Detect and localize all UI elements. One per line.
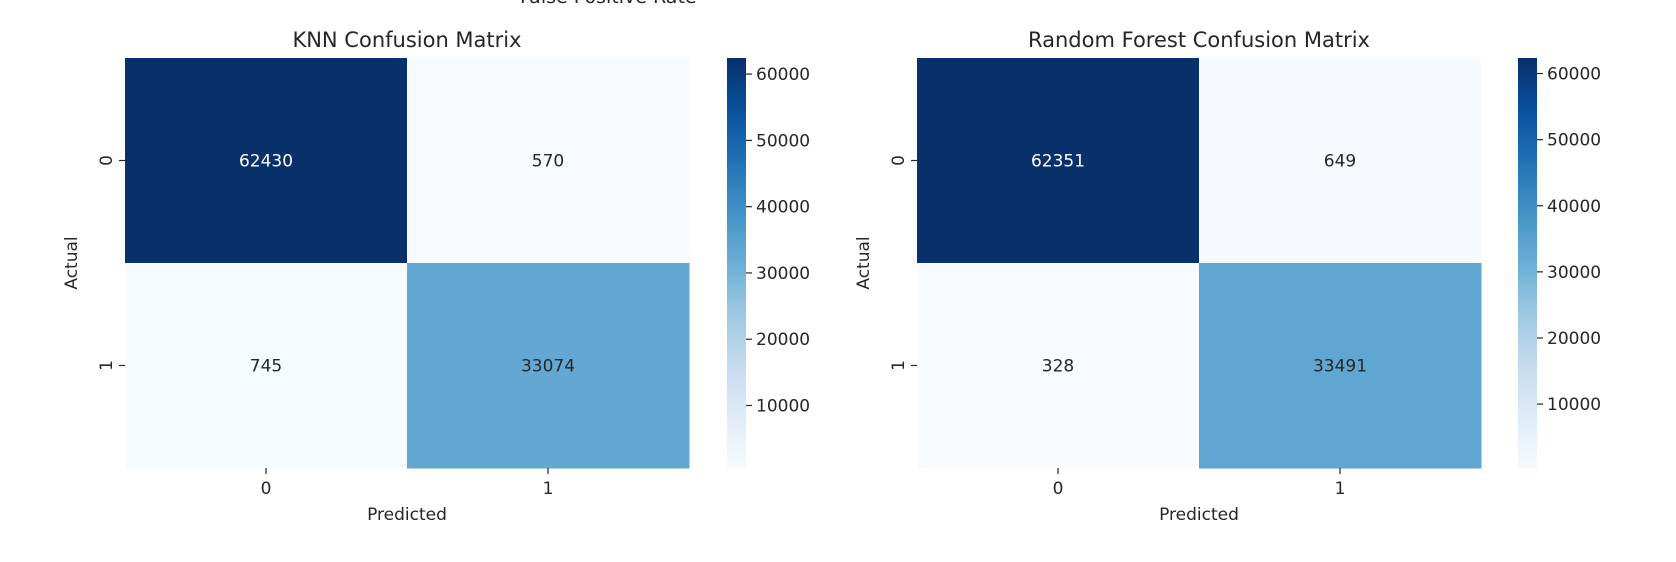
colorbar-tick-label: 60000 [756, 65, 810, 85]
chart-title-1: KNN Confusion Matrix [292, 28, 521, 52]
colorbar-tick-label: 20000 [1547, 329, 1601, 349]
cell-value-label: 62351 [1031, 152, 1085, 172]
y-tick-label: 1 [889, 360, 909, 371]
cell-value-label: 62430 [239, 152, 293, 172]
colorbar [727, 58, 746, 468]
x-axis-label: Predicted [1159, 505, 1239, 525]
colorbar-tick-label: 10000 [756, 396, 810, 416]
x-tick-label: 1 [543, 479, 554, 499]
cell-value-label: 745 [250, 357, 282, 377]
heatmap-cell [407, 263, 690, 469]
y-tick-label: 0 [889, 155, 909, 166]
y-tick-label: 0 [97, 155, 117, 166]
colorbar-tick-label: 50000 [756, 131, 810, 151]
cut-off-figure-title: False Positive Rate [520, 0, 697, 8]
x-tick-label: 0 [1053, 479, 1064, 499]
heatmap-cell [917, 58, 1200, 264]
colorbar-tick-label: 30000 [1547, 263, 1601, 283]
cell-value-label: 33074 [521, 357, 575, 377]
x-tick-label: 1 [1335, 479, 1346, 499]
colorbar [1518, 58, 1537, 468]
x-tick-label: 0 [261, 479, 272, 499]
chart-title-2: Random Forest Confusion Matrix [1028, 28, 1370, 52]
heatmap-cell [125, 263, 408, 469]
cell-value-label: 328 [1042, 357, 1074, 377]
y-axis-label: Actual [854, 236, 874, 289]
y-axis-label: Actual [62, 236, 82, 289]
colorbar-tick-label: 10000 [1547, 395, 1601, 415]
cell-value-label: 33491 [1313, 357, 1367, 377]
cell-value-label: 570 [532, 152, 564, 172]
heatmap-cell [1199, 263, 1482, 469]
colorbar-tick-label: 40000 [1547, 197, 1601, 217]
colorbar-tick-label: 30000 [756, 264, 810, 284]
heatmap-cell [407, 58, 690, 264]
heatmap-cell [125, 58, 408, 264]
cell-value-label: 649 [1324, 152, 1356, 172]
colorbar-tick-label: 40000 [756, 198, 810, 218]
y-tick-label: 1 [97, 360, 117, 371]
colorbar-tick-label: 20000 [756, 330, 810, 350]
x-axis-label: Predicted [367, 505, 447, 525]
heatmap-cell [917, 263, 1200, 469]
colorbar-tick-label: 50000 [1547, 131, 1601, 151]
colorbar-tick-label: 60000 [1547, 65, 1601, 85]
heatmap-cell [1199, 58, 1482, 264]
